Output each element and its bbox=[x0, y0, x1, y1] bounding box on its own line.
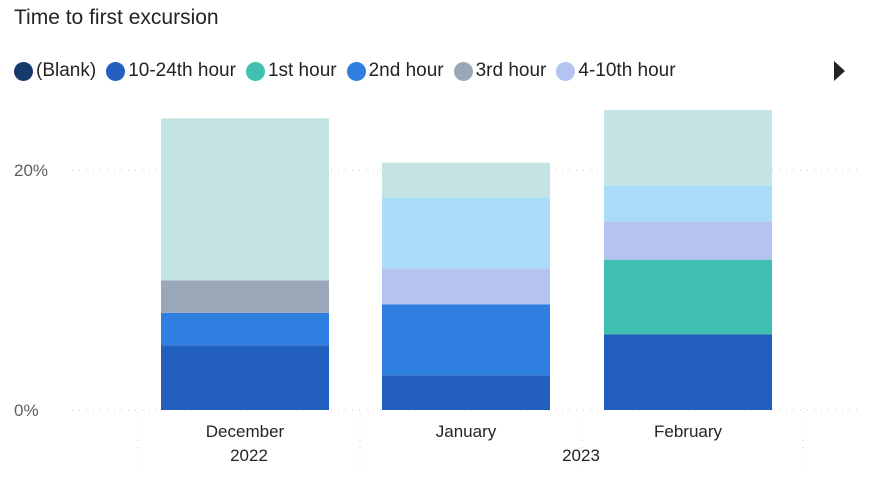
legend-item-3rd-hour[interactable]: 3rd hour bbox=[453, 60, 547, 82]
legend-item-10-24th-hour[interactable]: 10-24th hour bbox=[106, 60, 236, 82]
bar-segment-february-series-7 bbox=[604, 110, 772, 186]
legend-swatch-blank bbox=[14, 61, 33, 81]
legend-label-2nd-hour: 2nd hour bbox=[368, 60, 444, 81]
y-tick-label: 20% bbox=[14, 161, 48, 180]
bar-segment-february-1st-hour bbox=[604, 260, 772, 335]
bar-segment-january-series-6 bbox=[382, 197, 550, 269]
legend-label-4-10th-hour: 4-10th hour bbox=[578, 60, 676, 81]
bar-segment-december-3rd-hour bbox=[161, 280, 329, 313]
x-tick-label: January bbox=[436, 422, 497, 441]
bar-segment-december-10-24th-hour bbox=[161, 345, 329, 410]
legend-item-1st-hour[interactable]: 1st hour bbox=[245, 60, 337, 82]
bar-segment-february-4-10th-hour bbox=[604, 221, 772, 260]
x-year-label: 2023 bbox=[562, 446, 600, 465]
chart-title: Time to first excursion bbox=[14, 6, 219, 29]
legend-next-arrow-icon[interactable] bbox=[834, 61, 845, 81]
legend-item-4-10th-hour[interactable]: 4-10th hour bbox=[556, 60, 676, 82]
legend-label-blank: (Blank) bbox=[36, 60, 97, 81]
legend-label-1st-hour: 1st hour bbox=[267, 60, 337, 81]
bar-segment-january-series-7 bbox=[382, 162, 550, 198]
legend-swatch-3rd-hour bbox=[453, 61, 473, 81]
legend-label-3rd-hour: 3rd hour bbox=[475, 60, 547, 81]
x-year-label: 2022 bbox=[230, 446, 268, 465]
bar-segment-january-4-10th-hour bbox=[382, 268, 550, 305]
y-tick-label: 0% bbox=[14, 401, 39, 420]
bar-segment-december-series-7 bbox=[161, 118, 329, 281]
legend-swatch-2nd-hour bbox=[346, 61, 366, 81]
legend-item-blank[interactable]: (Blank) bbox=[14, 60, 96, 82]
legend-swatch-1st-hour bbox=[245, 61, 265, 81]
legend-label-10-24th-hour: 10-24th hour bbox=[128, 60, 236, 81]
bar-segment-january-2nd-hour bbox=[382, 304, 550, 376]
legend: (Blank) 10-24th hour 1st hour 2nd hour 3… bbox=[14, 59, 686, 83]
x-tick-label: February bbox=[654, 422, 723, 441]
bar-segment-february-series-6 bbox=[604, 185, 772, 222]
legend-swatch-10-24th-hour bbox=[106, 61, 126, 81]
legend-swatch-4-10th-hour bbox=[556, 61, 576, 81]
bar-segment-december-2nd-hour bbox=[161, 312, 329, 346]
bar-segment-february-10-24th-hour bbox=[604, 334, 772, 410]
x-tick-label: December bbox=[206, 422, 285, 441]
bar-segment-january-10-24th-hour bbox=[382, 375, 550, 410]
legend-item-2nd-hour[interactable]: 2nd hour bbox=[346, 60, 444, 82]
